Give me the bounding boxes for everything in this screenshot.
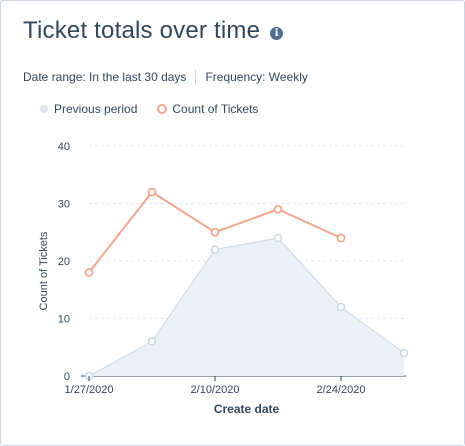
report-title: Ticket totals over time (23, 17, 261, 44)
y-tick-label: 20 (58, 256, 70, 268)
legend-item-previous-period[interactable]: Previous period (40, 102, 137, 116)
x-tick-label: 2/10/2020 (191, 384, 240, 396)
legend-label-previous: Previous period (54, 102, 138, 116)
count-of-tickets-point (147, 187, 157, 197)
count-of-tickets-point (210, 227, 220, 237)
info-icon[interactable]: i (270, 26, 284, 40)
y-tick-label: 0 (64, 371, 70, 383)
filter-divider (195, 70, 197, 84)
x-axis-title: Create date (214, 402, 280, 416)
legend-marker-previous (40, 105, 48, 113)
legend-marker-count (157, 104, 168, 114)
frequency-label[interactable]: Frequency: Weekly (205, 70, 308, 84)
count-of-tickets-point (336, 233, 346, 243)
title-row: Ticket totals over time i (23, 17, 284, 45)
previous-period-point (210, 245, 220, 254)
legend-label-count: Count of Tickets (172, 102, 259, 116)
previous-period-line (88, 237, 405, 377)
report-filters: Date range: In the last 30 days Frequenc… (23, 70, 308, 84)
x-tick-label: 1/27/2020 (65, 384, 114, 396)
count-of-tickets-point (273, 204, 283, 214)
y-tick-label: 10 (58, 314, 70, 326)
previous-period-point (399, 348, 409, 358)
previous-period-point (273, 233, 283, 243)
previous-period-point (147, 337, 157, 346)
chart-legend: Previous period Count of Tickets (40, 102, 278, 116)
previous-period-area (89, 238, 404, 376)
previous-period-point (336, 302, 346, 312)
legend-item-count-of-tickets[interactable]: Count of Tickets (157, 102, 258, 116)
date-range-label[interactable]: Date range: In the last 30 days (23, 70, 187, 84)
count-of-tickets-point (84, 268, 94, 277)
y-tick-label: 40 (58, 141, 70, 153)
y-axis-title: Count of Tickets (38, 231, 50, 310)
y-tick-label: 30 (58, 199, 70, 211)
x-tick-label: 2/24/2020 (317, 384, 366, 396)
